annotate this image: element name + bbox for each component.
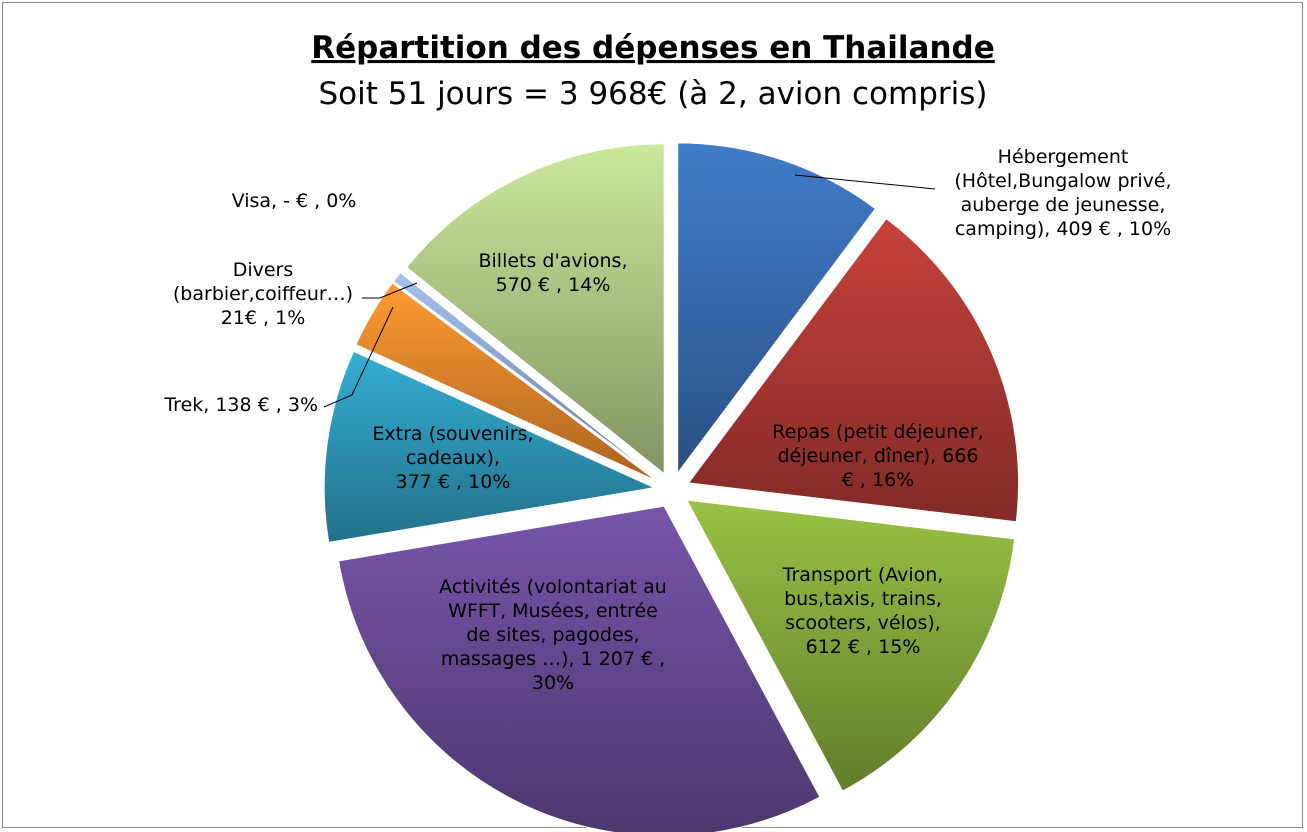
slice-label-line: 570 € , 14% (496, 274, 611, 296)
slice-label-line: Extra (souvenirs, (372, 423, 533, 445)
slice-label-activites: Activités (volontariat au WFFT, Musées, e… (439, 576, 667, 694)
slice-label-line: WFFT, Musées, entrée (448, 600, 658, 622)
slice-label-line: Divers (233, 259, 294, 281)
slice-label-line: Billets d'avions, (478, 250, 627, 272)
slice-label-line: camping), 409 € , 10% (955, 218, 1171, 240)
pie-slices (323, 142, 1019, 832)
slice-label-line: de sites, pagodes, (466, 624, 639, 646)
slice-label-extra: Extra (souvenirs, cadeaux), 377 € , 10% (372, 423, 533, 493)
leader-line-hebergement (794, 174, 936, 190)
slice-label-line: 612 € , 15% (806, 636, 921, 658)
slice-label-repas: Repas (petit déjeuner, déjeuner, dîner), … (772, 421, 983, 491)
slice-label-line: 21€ , 1% (221, 307, 306, 329)
pie-slice-billets (405, 143, 665, 475)
slice-label-line: (Hôtel,Bungalow privé, (954, 170, 1171, 192)
slice-label-line: déjeuner, dîner), 666 (777, 445, 978, 467)
slice-labels: Hébergement (Hôtel,Bungalow privé, auberge… (163, 146, 1171, 694)
slice-label-trek: Trek, 138 € , 3% (163, 394, 318, 416)
slice-label-line: Activités (volontariat au (439, 576, 667, 598)
chart-subtitle: Soit 51 jours = 3 968€ (à 2, avion compr… (319, 76, 988, 112)
slice-label-line: (barbier,coiffeur…) (173, 283, 353, 305)
leader-line-trek (323, 306, 394, 408)
chart-title-group: Répartition des dépenses en Thailande So… (311, 30, 995, 112)
slice-label-line: auberge de jeunesse, (961, 194, 1166, 216)
pie-slice-transport (685, 499, 1016, 792)
slice-label-visa: Visa, - € , 0% (232, 190, 357, 212)
slice-label-line: 30% (532, 672, 574, 694)
slice-label-line: cadeaux), (406, 447, 500, 469)
slice-label-line: 377 € , 10% (396, 471, 511, 493)
slice-label-line: scooters, vélos), (785, 612, 941, 634)
pie-slice-trek (355, 282, 657, 482)
leader-lines (323, 174, 936, 408)
pie-slice-hebergement (677, 142, 877, 475)
slice-label-line: Repas (petit déjeuner, (772, 421, 983, 443)
slice-label-billets: Billets d'avions, 570 € , 14% (478, 250, 627, 296)
slice-label-line: Trek, 138 € , 3% (163, 394, 318, 416)
slice-label-line: Hébergement (998, 146, 1129, 168)
pie-slice-divers (392, 271, 659, 480)
slice-label-divers: Divers (barbier,coiffeur…) 21€ , 1% (173, 259, 353, 329)
slice-label-line: Transport (Avion, (782, 564, 944, 586)
slice-label-line: bus,taxis, trains, (784, 588, 942, 610)
slice-label-line: € , 16% (842, 469, 914, 491)
chart-title: Répartition des dépenses en Thailande (311, 30, 995, 66)
slice-label-line: Visa, - € , 0% (232, 190, 357, 212)
slice-label-line: massages …), 1 207 € , (441, 648, 665, 670)
pie-slice-repas (687, 217, 1019, 523)
slice-label-hebergement: Hébergement (Hôtel,Bungalow privé, auberge… (954, 146, 1171, 240)
pie-slice-activites (338, 505, 821, 832)
leader-line-divers (362, 282, 418, 299)
pie-slice-extra (323, 350, 656, 543)
slice-label-transport: Transport (Avion, bus,taxis, trains, scoot… (782, 564, 944, 658)
